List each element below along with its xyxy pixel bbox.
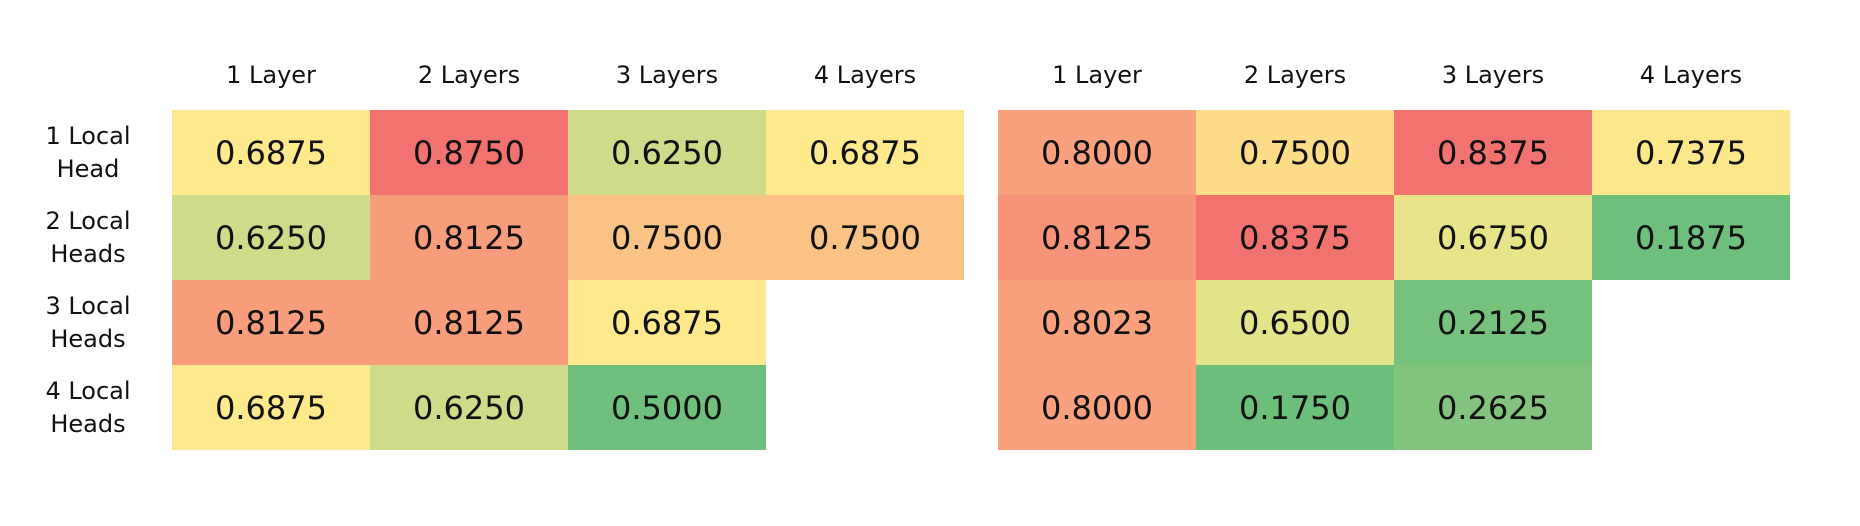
column-label: 4 Layers (813, 61, 917, 89)
row-label: 2 Local Heads (45, 207, 131, 268)
heatmap-cell: 0.7500 (766, 195, 964, 280)
heatmap-cell: 0.7500 (568, 195, 766, 280)
heatmap-cell: 0.6500 (1196, 280, 1394, 365)
heatmap-cell: 0.6875 (172, 365, 370, 450)
heatmap-cell: 0.8000 (998, 365, 1196, 450)
heatmap-cell: 0.6875 (766, 110, 964, 195)
heatmap-cell: 0.8125 (370, 280, 568, 365)
column-label: 2 Layers (1243, 61, 1347, 89)
column-label: 4 Layers (1639, 61, 1743, 89)
heatmap-cell: 0.2125 (1394, 280, 1592, 365)
row-label: 3 Local Heads (45, 292, 131, 353)
heatmap-cell: 0.8125 (172, 280, 370, 365)
row-label: 4 Local Heads (45, 377, 131, 438)
heatmap-cell: 0.8125 (370, 195, 568, 280)
heatmap-cell: 0.5000 (568, 365, 766, 450)
heatmap-cell: 0.7500 (1196, 110, 1394, 195)
heatmap-cell: 0.8023 (998, 280, 1196, 365)
heatmap-cell: 0.8375 (1196, 195, 1394, 280)
column-label: 1 Layer (1052, 61, 1142, 89)
heatmap-cell: 0.1750 (1196, 365, 1394, 450)
heatmap-cell: 0.1875 (1592, 195, 1790, 280)
heatmap-cell: 0.6750 (1394, 195, 1592, 280)
heatmap-cell: 0.6250 (370, 365, 568, 450)
heatmap-cell: 0.6250 (568, 110, 766, 195)
heatmap-cell: 0.6875 (568, 280, 766, 365)
heatmap-cell: 0.8000 (998, 110, 1196, 195)
heatmap-cell: 0.6875 (172, 110, 370, 195)
column-label: 2 Layers (417, 61, 521, 89)
heatmap-cell: 0.8125 (998, 195, 1196, 280)
heatmap-cell: 0.7375 (1592, 110, 1790, 195)
heatmap-cell: 0.2625 (1394, 365, 1592, 450)
heatmap-cell: 0.6250 (172, 195, 370, 280)
column-label: 3 Layers (1441, 61, 1545, 89)
heatmap-cell: 0.8750 (370, 110, 568, 195)
column-label: 1 Layer (226, 61, 316, 89)
row-label: 1 Local Head (45, 122, 131, 183)
column-label: 3 Layers (615, 61, 719, 89)
heatmap-cell: 0.8375 (1394, 110, 1592, 195)
